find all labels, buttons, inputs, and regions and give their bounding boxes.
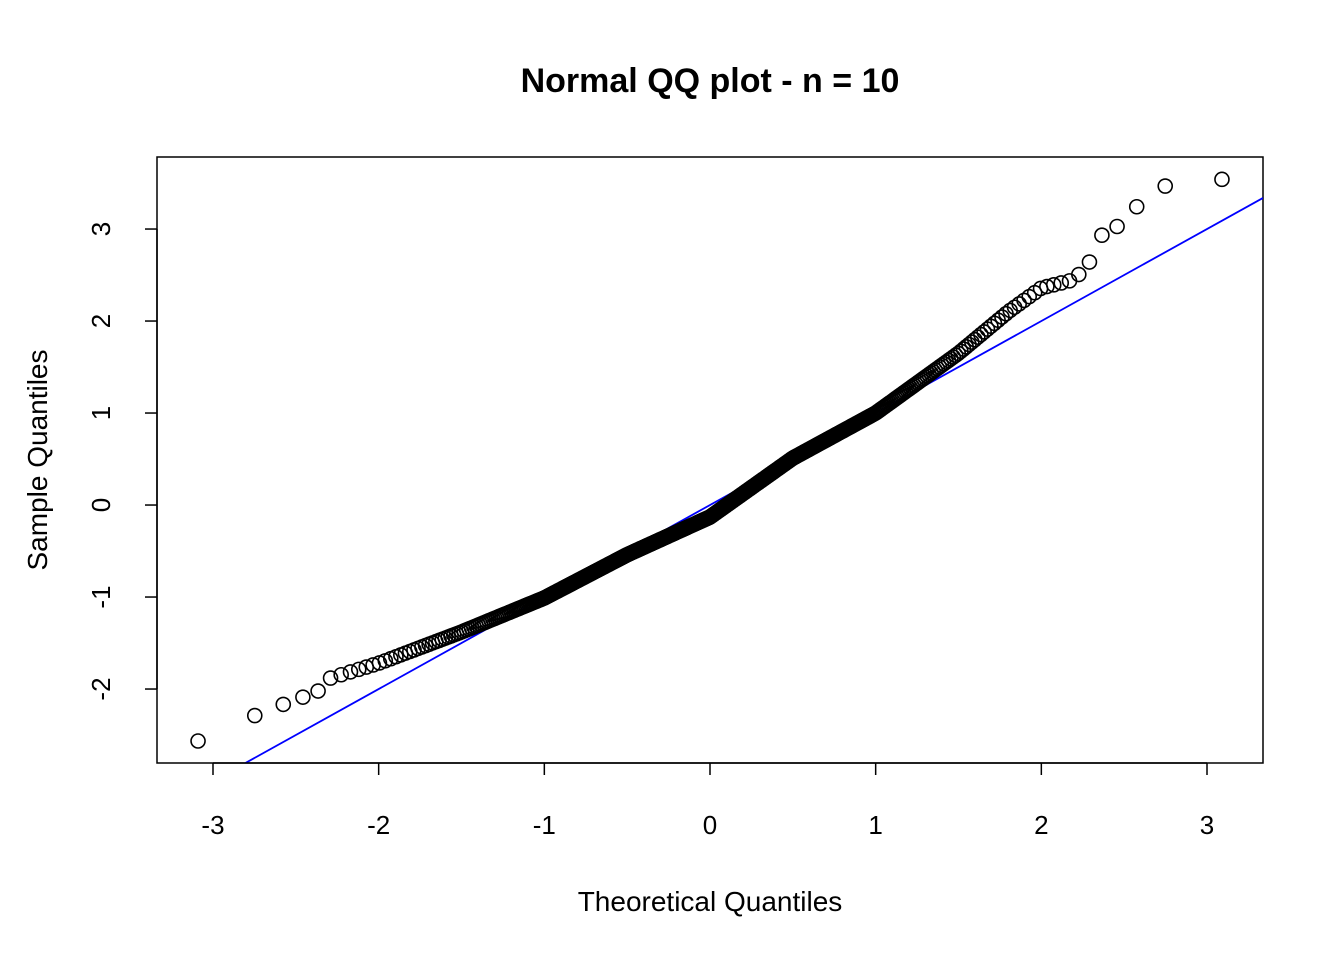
- plot-frame: [156, 156, 1264, 764]
- data-point: [1109, 218, 1125, 235]
- x-tick-label: -3: [201, 810, 224, 840]
- chart-title: Normal QQ plot - n = 10: [521, 62, 900, 100]
- data-point: [1016, 292, 1032, 309]
- data-point: [275, 696, 292, 713]
- y-tick-label: 2: [86, 314, 116, 328]
- x-axis: -3 -2 -1 0 1 2 3: [201, 762, 1214, 840]
- data-point: [322, 670, 339, 686]
- y-tick-label: -1: [86, 585, 116, 608]
- reference-line: [243, 197, 1263, 763]
- data-point: [1039, 278, 1055, 295]
- x-axis-title: Theoretical Quantiles: [578, 886, 843, 917]
- data-point: [333, 666, 349, 683]
- y-tick-label: 0: [86, 498, 116, 512]
- x-tick-label: 1: [868, 810, 882, 840]
- data-point: [1094, 227, 1110, 243]
- x-tick-label: 2: [1034, 810, 1048, 840]
- x-tick-label: -2: [367, 810, 390, 840]
- y-axis: -2 -1 0 1 2 3: [86, 222, 158, 701]
- data-point: [342, 664, 359, 680]
- data-point: [1214, 171, 1230, 188]
- y-tick-label: -2: [86, 677, 116, 700]
- data-point: [190, 733, 206, 749]
- x-tick-label: 3: [1200, 810, 1214, 840]
- data-point: [310, 683, 326, 699]
- y-tick-label: 1: [86, 406, 116, 420]
- data-point: [1128, 198, 1145, 215]
- x-tick-label: 0: [703, 810, 717, 840]
- y-axis-title: Sample Quantiles: [22, 349, 53, 570]
- data-point: [246, 707, 263, 724]
- data-point: [350, 661, 367, 678]
- data-point: [1053, 275, 1070, 291]
- data-point: [295, 689, 311, 705]
- x-tick-label: -1: [533, 810, 556, 840]
- data-points: [190, 171, 1230, 749]
- data-point: [1081, 254, 1098, 270]
- data-point: [1071, 266, 1087, 283]
- data-point: [1157, 178, 1174, 194]
- y-tick-label: 3: [86, 222, 116, 236]
- data-point: [1011, 296, 1027, 312]
- data-point: [1045, 277, 1062, 293]
